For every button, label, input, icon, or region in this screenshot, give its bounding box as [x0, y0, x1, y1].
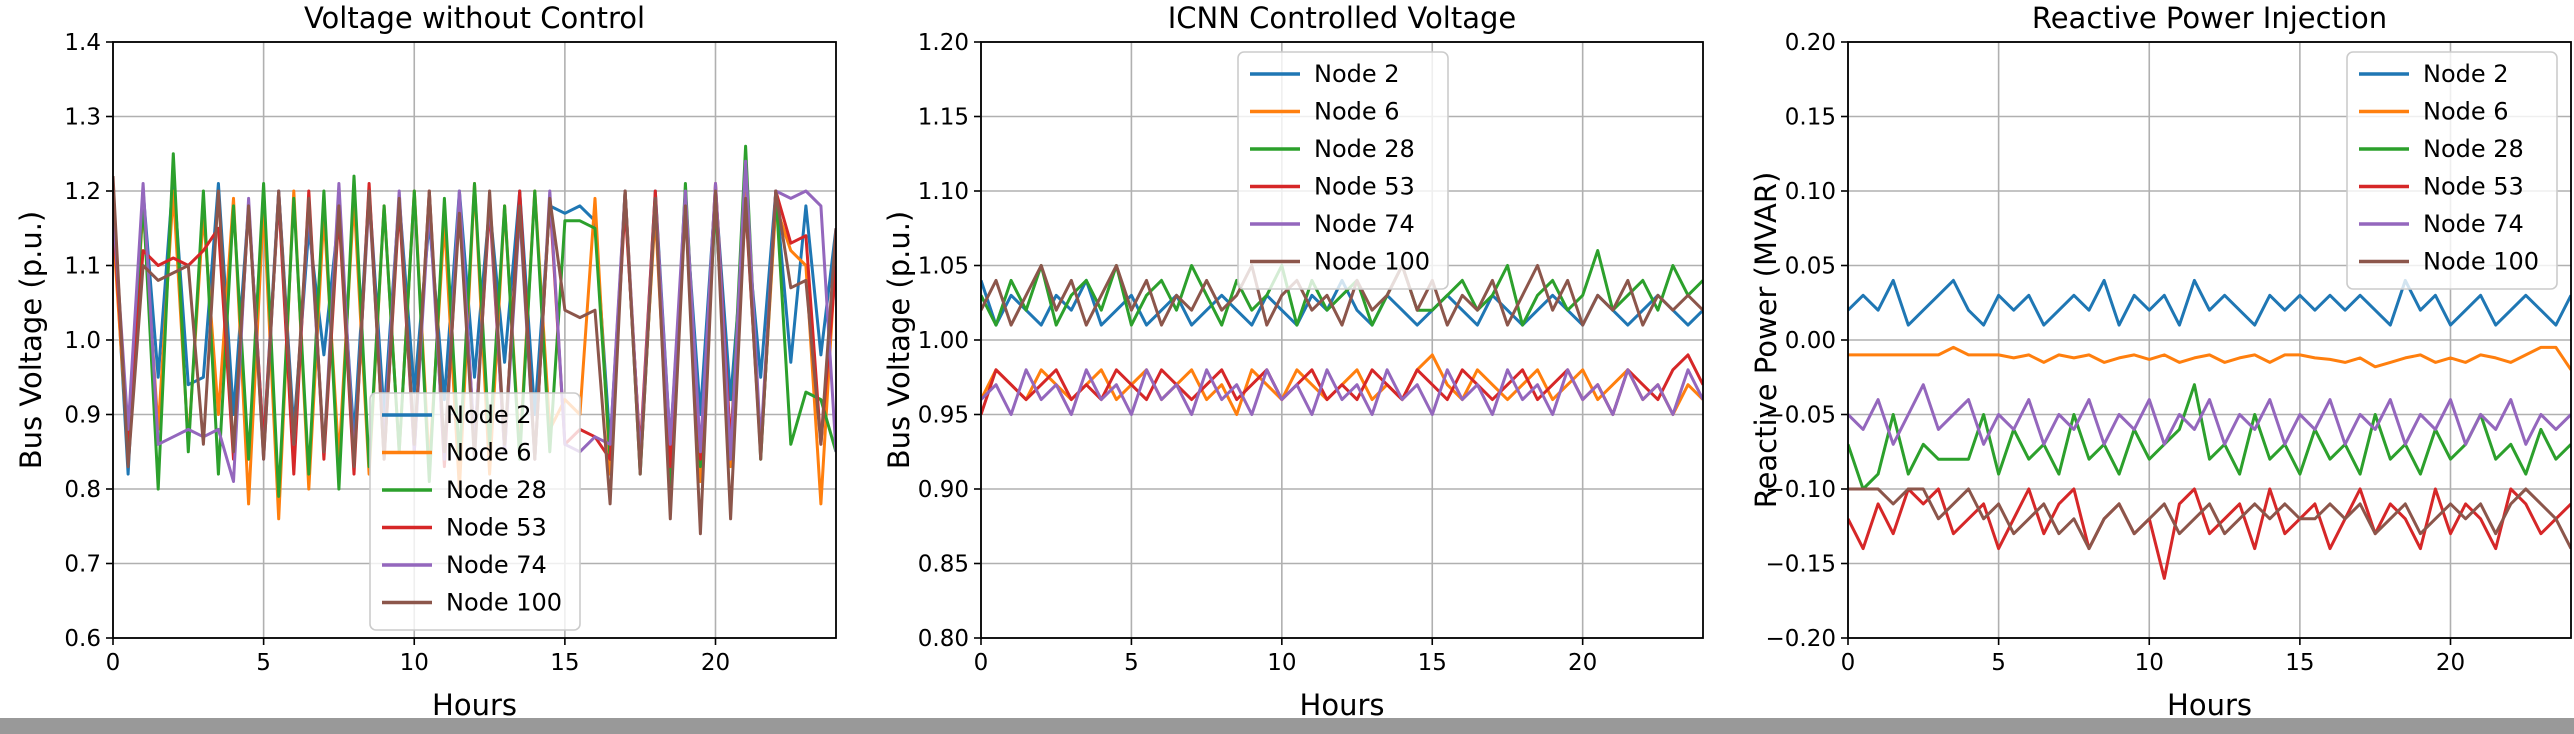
y-tick-label: 0.8	[64, 477, 101, 503]
x-tick-label: 5	[1991, 650, 2006, 676]
legend-label: Node 74	[1314, 210, 1415, 238]
y-tick-label: 1.15	[918, 105, 969, 131]
legend-label: Node 6	[446, 439, 532, 467]
chart-panel-2: 0.80 0.85 0.90 0.95 1.00 1.05 1.10 1.15 1.20 0 5 10…	[882, 1, 1704, 722]
y-tick-label: 1.20	[918, 30, 969, 56]
legend-label: Node 53	[446, 514, 547, 542]
legend-label: Node 2	[2423, 60, 2509, 88]
x-tick-label: 0	[106, 650, 121, 676]
chart-title: Reactive Power Injection	[2032, 1, 2387, 35]
y-tick-label: 0.00	[1785, 328, 1836, 354]
series-line-node-2	[1848, 278, 2571, 327]
y-tick-label: 1.1	[64, 254, 101, 280]
x-tick-label: 15	[2285, 650, 2314, 676]
series-line-node-6	[1848, 345, 2571, 371]
y-tick-label: −0.10	[1766, 477, 1836, 503]
y-tick-label: 1.2	[64, 179, 101, 205]
series-line-node-53	[1848, 487, 2571, 580]
x-tick-label: 0	[1841, 650, 1856, 676]
x-axis-label: Hours	[432, 688, 517, 722]
legend-label: Node 6	[1314, 98, 1400, 126]
y-tick-label: 0.9	[64, 403, 101, 429]
y-tick-label: 0.10	[1785, 179, 1836, 205]
x-axis-label: Hours	[1300, 688, 1385, 722]
chart-panel-1: 0.6 0.7 0.8 0.9 1.0 1.1 1.2 1.3 1.4 0 5 10 15 20 Volta…	[14, 1, 837, 722]
y-tick-label: −0.15	[1766, 552, 1836, 578]
y-axis-label: Bus Voltage (p.u.)	[14, 211, 48, 469]
x-tick-label: 15	[550, 650, 579, 676]
series-line-node-28	[981, 249, 1703, 327]
legend-label: Node 2	[446, 401, 532, 429]
bottom-bar	[0, 718, 2574, 734]
chart-panel-3: −0.20 −0.15 −0.10 −0.05 0.00 0.05 0.10 0.15 0.20…	[1749, 1, 2572, 722]
legend-label: Node 74	[2423, 210, 2524, 238]
y-tick-label: 0.7	[64, 552, 101, 578]
legend-label: Node 100	[2423, 248, 2539, 276]
y-tick-label: 1.0	[64, 328, 101, 354]
series-line-node-74	[1848, 383, 2571, 446]
y-axis-label: Bus Voltage (p.u.)	[882, 211, 916, 469]
y-tick-label: 1.05	[918, 254, 969, 280]
legend-label: Node 28	[446, 476, 547, 504]
x-tick-label: 0	[974, 650, 989, 676]
y-tick-label: 1.10	[918, 179, 969, 205]
x-tick-label: 20	[2436, 650, 2465, 676]
chart-title: Voltage without Control	[304, 1, 645, 35]
legend-label: Node 28	[1314, 135, 1415, 163]
axes-frame	[1847, 41, 2572, 639]
axes-frame	[980, 41, 1704, 639]
x-tick-label: 10	[400, 650, 429, 676]
x-axis-label: Hours	[2167, 688, 2252, 722]
axes-frame	[112, 41, 837, 639]
y-tick-label: 0.05	[1785, 254, 1836, 280]
y-tick-label: 0.15	[1785, 105, 1836, 131]
legend: Node 2 Node 6 Node 28 Node 53 Node 74 Node 10…	[2346, 51, 2558, 290]
x-tick-label: 10	[2135, 650, 2164, 676]
y-tick-label: 0.90	[918, 477, 969, 503]
x-tick-label: 10	[1267, 650, 1296, 676]
series-line-node-100	[981, 264, 1703, 327]
y-tick-label: 0.20	[1785, 30, 1836, 56]
y-axis-label: Reactive Power (MVAR)	[1749, 172, 1783, 509]
y-tick-label: 0.6	[64, 626, 101, 652]
legend-label: Node 100	[1314, 248, 1430, 276]
legend-label: Node 28	[2423, 135, 2524, 163]
legend-label: Node 100	[446, 589, 562, 617]
series-line-node-28	[1848, 383, 2571, 491]
legend-label: Node 53	[1314, 173, 1415, 201]
legend-label: Node 6	[2423, 98, 2509, 126]
legend: Node 2 Node 6 Node 28 Node 53 Node 74 Node 10…	[1237, 51, 1449, 290]
y-tick-label: 1.00	[918, 328, 969, 354]
x-tick-label: 20	[1568, 650, 1597, 676]
y-tick-label: −0.05	[1766, 403, 1836, 429]
y-tick-label: −0.20	[1766, 626, 1836, 652]
series-line-node-74	[981, 368, 1703, 416]
x-tick-label: 5	[256, 650, 271, 676]
legend: Node 2 Node 6 Node 28 Node 53 Node 74 Node 10…	[369, 392, 581, 631]
x-tick-label: 5	[1124, 650, 1139, 676]
chart-title: ICNN Controlled Voltage	[1168, 1, 1517, 35]
y-tick-label: 1.4	[64, 30, 101, 56]
legend-label: Node 2	[1314, 60, 1400, 88]
y-tick-label: 0.85	[918, 552, 969, 578]
series-line-node-100	[1848, 487, 2571, 551]
y-tick-label: 0.80	[918, 626, 969, 652]
x-tick-label: 15	[1418, 650, 1447, 676]
x-tick-label: 20	[701, 650, 730, 676]
legend-label: Node 53	[2423, 173, 2524, 201]
y-tick-label: 1.3	[64, 105, 101, 131]
legend-label: Node 74	[446, 551, 547, 579]
y-tick-label: 0.95	[918, 403, 969, 429]
